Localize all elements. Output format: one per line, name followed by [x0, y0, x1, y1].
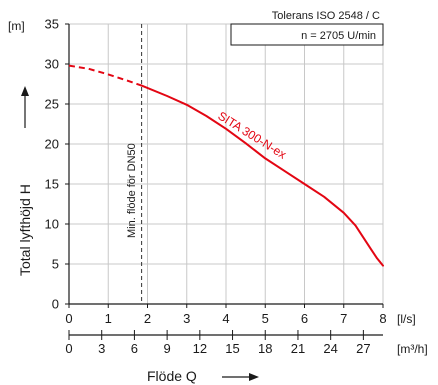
x2-tick-label: 6	[131, 341, 138, 356]
x-tick-label: 6	[301, 311, 308, 326]
x2-tick-label: 27	[356, 341, 370, 356]
x-unit: [l/s]	[397, 312, 416, 326]
x-tick-label: 2	[144, 311, 151, 326]
x2-tick-label: 15	[225, 341, 239, 356]
x-tick-label: 3	[183, 311, 190, 326]
y-tick-labels: 0 5 10 15 20 25 30 35	[45, 17, 59, 312]
x2-tick-label: 0	[65, 341, 72, 356]
y-unit: [m]	[8, 19, 25, 33]
x-axis-arrow	[222, 373, 259, 381]
y-tick-label: 35	[45, 17, 59, 32]
y-axis-arrow	[21, 86, 29, 128]
y-tick-label: 25	[45, 97, 59, 112]
y-tick-label: 30	[45, 57, 59, 72]
y-axis-title: Total lyfthöjd H	[17, 184, 33, 276]
y-tick-label: 10	[45, 217, 59, 232]
x2-tick-label: 18	[258, 341, 272, 356]
x-tick-label: 4	[222, 311, 229, 326]
x-tick-label: 7	[340, 311, 347, 326]
speed-label: n = 2705 U/min	[301, 30, 376, 42]
x2-tick-label: 9	[164, 341, 171, 356]
grid	[69, 23, 384, 304]
x-tick-label: 5	[262, 311, 269, 326]
x2-tick-label: 24	[323, 341, 337, 356]
curve-dashed-segment	[68, 64, 142, 87]
speed-box	[230, 23, 384, 46]
y-tick-label: 20	[45, 137, 59, 152]
y-tick-label: 0	[52, 297, 59, 312]
x-tick-label: 1	[105, 311, 112, 326]
min-flow-label: Min. flöde för DN50	[126, 143, 138, 238]
x2-tick-label: 12	[193, 341, 207, 356]
tolerance-label: Tolerans ISO 2548 / C	[272, 10, 380, 22]
pump-curve	[68, 64, 384, 267]
x-axis-title: Flöde Q	[147, 368, 197, 384]
x2-unit: [m³/h]	[397, 342, 428, 356]
x-tick-label: 8	[379, 311, 386, 326]
y-tick-label: 15	[45, 177, 59, 192]
axes	[65, 23, 384, 340]
curve-solid-segment	[140, 84, 384, 267]
y-tick-label: 5	[52, 257, 59, 272]
x2-tick-label: 3	[98, 341, 105, 356]
x-tick-label: 0	[65, 311, 72, 326]
x-tick-labels: 0 1 2 3 4 5 6 7 8	[65, 311, 386, 326]
x2-tick-label: 21	[291, 341, 305, 356]
x2-tick-labels: 0 3 6 9 12 15 18 21 24 27	[65, 341, 370, 356]
